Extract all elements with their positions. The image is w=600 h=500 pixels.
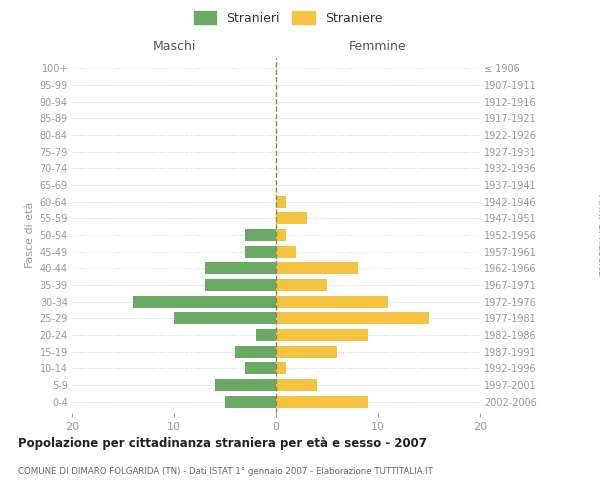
- Legend: Stranieri, Straniere: Stranieri, Straniere: [194, 11, 382, 25]
- Bar: [245, 246, 276, 258]
- Bar: [276, 262, 358, 274]
- Bar: [276, 346, 337, 358]
- Bar: [174, 312, 276, 324]
- Bar: [276, 229, 286, 241]
- Bar: [276, 312, 429, 324]
- Bar: [276, 246, 296, 258]
- Bar: [235, 346, 276, 358]
- Bar: [205, 262, 276, 274]
- Bar: [276, 196, 286, 207]
- Bar: [256, 329, 276, 341]
- Text: Popolazione per cittadinanza straniera per età e sesso - 2007: Popolazione per cittadinanza straniera p…: [18, 438, 427, 450]
- Bar: [245, 229, 276, 241]
- Y-axis label: Anni di nascita: Anni di nascita: [596, 194, 600, 276]
- Bar: [276, 329, 368, 341]
- Text: COMUNE DI DIMARO FOLGARIDA (TN) - Dati ISTAT 1° gennaio 2007 - Elaborazione TUTT: COMUNE DI DIMARO FOLGARIDA (TN) - Dati I…: [18, 468, 433, 476]
- Text: Femmine: Femmine: [349, 40, 407, 54]
- Bar: [133, 296, 276, 308]
- Bar: [276, 279, 327, 291]
- Bar: [225, 396, 276, 407]
- Bar: [276, 396, 368, 407]
- Bar: [205, 279, 276, 291]
- Y-axis label: Fasce di età: Fasce di età: [25, 202, 35, 268]
- Text: Maschi: Maschi: [152, 40, 196, 54]
- Bar: [276, 379, 317, 391]
- Bar: [215, 379, 276, 391]
- Bar: [276, 362, 286, 374]
- Bar: [276, 296, 388, 308]
- Bar: [245, 362, 276, 374]
- Bar: [276, 212, 307, 224]
